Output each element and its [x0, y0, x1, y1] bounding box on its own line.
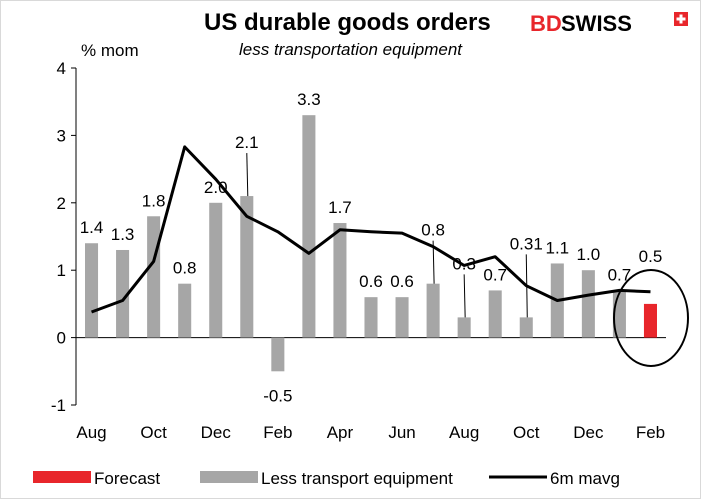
- data-label: 0.8: [173, 259, 197, 278]
- data-label: 0.6: [390, 272, 414, 291]
- y-tick-label: -1: [51, 396, 66, 415]
- less-transport-bar: [240, 196, 254, 338]
- less-transport-bar: [147, 216, 161, 338]
- data-label: 1.3: [111, 225, 135, 244]
- less-transport-bar: [581, 270, 595, 338]
- y-tick-label: 2: [57, 194, 66, 213]
- x-tick-label: Oct: [140, 423, 167, 442]
- less-transport-bar: [519, 317, 533, 338]
- axes-layer: -1 0 1 2 3 4 Aug Oct Dec Feb Apr Jun Aug Oct Dec Feb: [51, 59, 666, 442]
- y-axis-label: % mom: [81, 41, 139, 60]
- less-transport-bar: [457, 317, 471, 338]
- y-tick-label: 0: [57, 329, 66, 348]
- legend-forecast-label: Forecast: [94, 469, 160, 488]
- x-tick-label: Apr: [327, 423, 354, 442]
- swiss-cross-icon: [674, 12, 688, 26]
- data-label: 0.3: [452, 254, 476, 273]
- y-tick-label: 1: [57, 261, 66, 280]
- x-tick-label: Dec: [573, 423, 604, 442]
- data-label: 0.31: [510, 234, 543, 253]
- less-transport-bar: [488, 290, 502, 338]
- data-label-leader: [525, 254, 528, 318]
- data-label-leader: [463, 274, 466, 318]
- data-label: 3.3: [297, 90, 321, 109]
- legend-less-transport-swatch: [200, 471, 258, 483]
- less-transport-bar: [395, 297, 409, 338]
- brand-logo: BD SWISS: [530, 11, 688, 36]
- legend-mavg-label: 6m mavg: [550, 469, 620, 488]
- legend-less-transport-label: Less transport equipment: [261, 469, 453, 488]
- legend-forecast-swatch: [33, 471, 91, 483]
- data-label: 1.4: [80, 218, 104, 237]
- legend: Forecast Less transport equipment 6m mav…: [33, 469, 620, 488]
- x-tick-label: Aug: [449, 423, 479, 442]
- less-transport-bar: [85, 243, 99, 338]
- bars-layer: [85, 115, 657, 372]
- data-label: 1.1: [545, 238, 569, 257]
- chart-subtitle: less transportation equipment: [239, 40, 463, 59]
- x-tick-label: Dec: [201, 423, 232, 442]
- less-transport-bar: [364, 297, 378, 338]
- less-transport-bar: [116, 249, 130, 338]
- x-tick-label: Feb: [636, 423, 665, 442]
- forecast-bar: [643, 303, 657, 338]
- less-transport-bar: [271, 337, 285, 372]
- forecast-highlight-circle: [613, 269, 689, 367]
- less-transport-bar: [426, 283, 440, 338]
- data-label: 2.1: [235, 133, 259, 152]
- less-transport-bar: [302, 115, 316, 338]
- x-tick-label: Oct: [513, 423, 540, 442]
- less-transport-bar: [178, 283, 192, 338]
- data-label: 0.7: [608, 265, 632, 284]
- data-label: 1.7: [328, 198, 352, 217]
- chart-title: US durable goods orders: [204, 9, 491, 36]
- x-tick-label: Jun: [388, 423, 415, 442]
- data-label-leader: [246, 153, 249, 197]
- data-label-leader: [432, 240, 435, 284]
- y-tick-label: 4: [57, 59, 66, 78]
- less-transport-bar: [209, 202, 223, 338]
- data-label: 0.5: [639, 247, 663, 266]
- y-tick-label: 3: [57, 126, 66, 145]
- data-labels-layer: 1.4 1.3 1.8 0.8 2.0 2.1 -0.5 3.3 1.7 0.6 0.6 0.8 0.3…: [80, 90, 663, 405]
- data-label: 2.0: [204, 178, 228, 197]
- x-tick-label: Aug: [76, 423, 106, 442]
- brand-bd-text: BD: [530, 11, 562, 36]
- mavg-line: [91, 145, 651, 314]
- data-label: -0.5: [263, 386, 292, 405]
- less-transport-bar: [333, 223, 347, 338]
- data-label: 0.8: [421, 221, 445, 240]
- data-label: 0.7: [483, 265, 507, 284]
- brand-swiss-text: SWISS: [561, 11, 632, 36]
- data-label: 0.6: [359, 272, 383, 291]
- data-label: 1.0: [577, 245, 601, 264]
- x-tick-label: Feb: [263, 423, 292, 442]
- line-layer: [91, 145, 651, 314]
- data-label: 1.8: [142, 191, 166, 210]
